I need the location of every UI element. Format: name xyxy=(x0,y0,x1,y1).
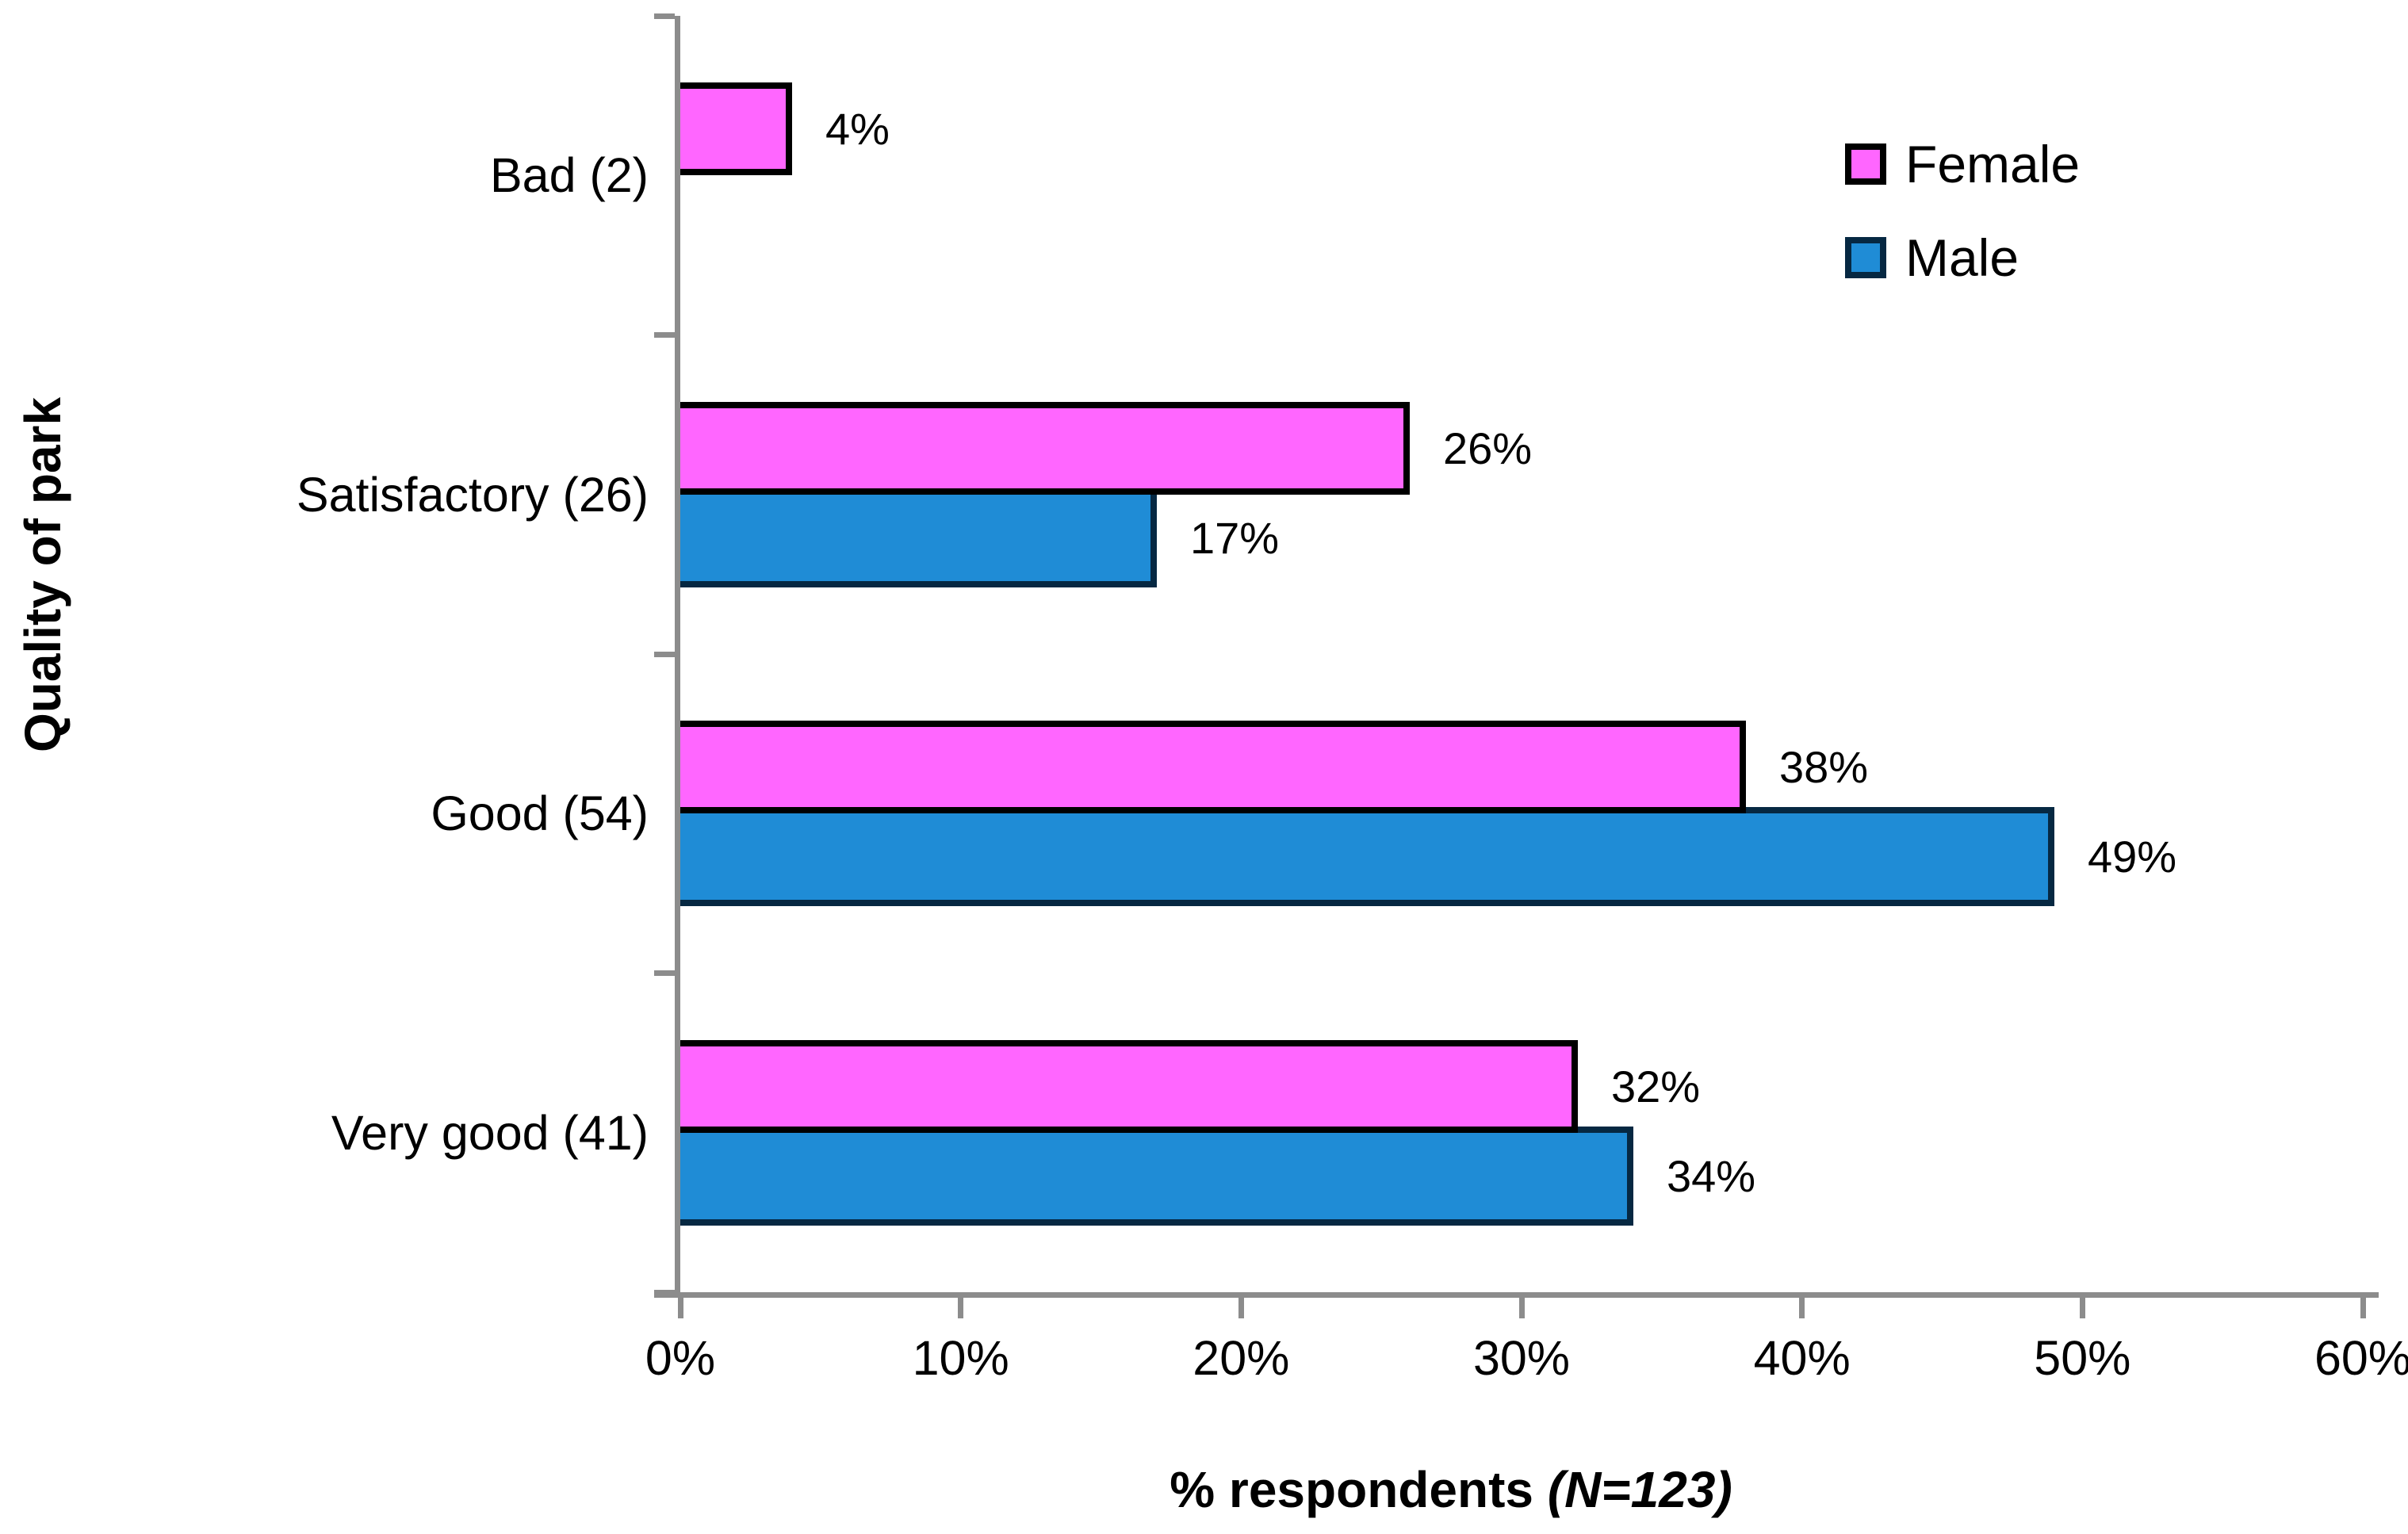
category-label: Satisfactory (26) xyxy=(296,467,649,522)
female-bar xyxy=(680,721,1746,814)
legend-item-male: Male xyxy=(1845,228,2080,287)
x-axis-title-main: % respondents xyxy=(1170,1461,1548,1518)
legend-label: Female xyxy=(1905,135,2081,193)
legend-item-female: Female xyxy=(1845,135,2081,193)
x-axis-tick xyxy=(2079,1298,2085,1318)
female-bar xyxy=(680,82,792,176)
y-axis-tick xyxy=(654,970,675,976)
y-axis-tick xyxy=(654,651,675,657)
x-axis-tick xyxy=(1238,1298,1244,1318)
x-axis-line xyxy=(654,1292,2379,1298)
x-axis-tick-label: 30% xyxy=(1472,1331,1571,1385)
category-label: Bad (2) xyxy=(489,148,649,203)
bar-value-label: 4% xyxy=(825,104,890,155)
x-axis-tick xyxy=(2360,1298,2366,1318)
male-bar xyxy=(680,1126,1633,1226)
bar-value-label: 34% xyxy=(1667,1150,1756,1201)
legend-swatch-female-icon xyxy=(1845,143,1886,185)
x-axis-tick-label: 50% xyxy=(2034,1331,2131,1385)
y-axis-tick xyxy=(654,332,675,338)
category-label: Very good (41) xyxy=(331,1105,649,1160)
x-axis-tick xyxy=(677,1298,683,1318)
legend: Female Male xyxy=(1845,135,2081,331)
y-axis-title: Quality of park xyxy=(14,396,71,753)
x-axis-tick-label: 10% xyxy=(912,1331,1009,1385)
x-axis-tick-label: 40% xyxy=(1753,1331,1851,1385)
bar-value-label: 49% xyxy=(2088,832,2177,882)
female-bar xyxy=(680,401,1410,495)
x-axis-tick xyxy=(958,1298,964,1318)
category-label: Good (54) xyxy=(431,786,649,841)
y-axis-line xyxy=(675,16,680,1292)
x-axis-tick-label: 20% xyxy=(1193,1331,1290,1385)
bar-value-label: 32% xyxy=(1611,1061,1701,1111)
x-axis-tick xyxy=(1518,1298,1525,1318)
bar-value-label: 38% xyxy=(1779,742,1869,793)
y-axis-tick xyxy=(654,13,675,19)
male-bar xyxy=(680,807,2054,907)
male-bar xyxy=(680,488,1157,587)
x-axis-tick-label: 0% xyxy=(645,1331,716,1385)
x-axis-tick-label: 60% xyxy=(2314,1331,2408,1385)
x-axis-title: % respondents (N=123) xyxy=(1170,1460,1732,1519)
x-axis-tick xyxy=(1799,1298,1805,1318)
bar-value-label: 17% xyxy=(1190,512,1280,563)
female-bar xyxy=(680,1039,1578,1133)
x-axis-title-note: (N=123) xyxy=(1547,1461,1732,1518)
legend-label: Male xyxy=(1905,228,2019,287)
legend-swatch-male-icon xyxy=(1845,237,1886,278)
bar-value-label: 26% xyxy=(1443,423,1533,473)
